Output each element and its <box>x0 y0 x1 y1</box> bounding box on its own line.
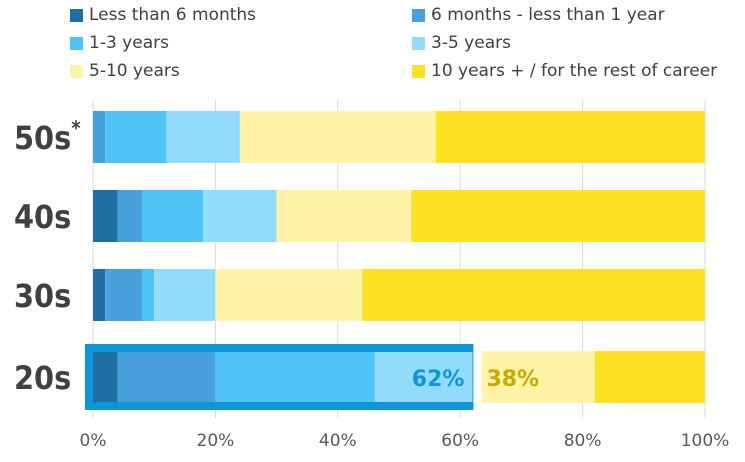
bar-segment <box>117 351 216 403</box>
highlight-gap <box>473 344 482 410</box>
legend: Less than 6 months 6 months - less than … <box>0 0 745 90</box>
bar-segment <box>472 351 595 403</box>
x-tick-label: 20% <box>197 431 235 451</box>
legend-item: Less than 6 months <box>70 2 256 28</box>
legend-swatch-icon <box>70 64 83 78</box>
bar-segment <box>203 190 277 242</box>
legend-item: 6 months - less than 1 year <box>412 2 665 28</box>
legend-label: 10 years + / for the rest of career <box>431 61 718 81</box>
x-axis-ticks: 0% 20% 40% 60% 80% 100% <box>80 431 730 451</box>
legend-swatch-icon <box>412 36 425 50</box>
bar-segment <box>154 269 216 321</box>
legend-label: 6 months - less than 1 year <box>431 5 665 25</box>
bar-segment <box>215 351 375 403</box>
bar-segment <box>435 111 705 163</box>
legend-label: 1-3 years <box>89 33 169 53</box>
category-labels: 50s* 40s 30s 20s <box>14 116 81 397</box>
x-tick-label: 100% <box>681 431 730 451</box>
legend-swatch-icon <box>412 64 425 78</box>
x-tick-label: 60% <box>441 431 479 451</box>
bar-segments <box>93 111 705 403</box>
x-tick-label: 40% <box>319 431 357 451</box>
bar-segment <box>141 190 204 242</box>
bar-segment <box>166 111 240 163</box>
bar-segment <box>117 190 142 242</box>
bar-segment <box>141 269 155 321</box>
legend-label: 5-10 years <box>89 61 180 81</box>
x-tick-label: 0% <box>80 431 107 451</box>
callout-label: 38% <box>486 367 539 392</box>
bar-segment <box>105 111 167 163</box>
legend-item: 10 years + / for the rest of career <box>412 58 717 84</box>
bar-segment <box>276 190 412 242</box>
category-label: 50s* <box>14 116 81 157</box>
bar-segment <box>594 351 705 403</box>
legend-swatch-icon <box>70 8 83 22</box>
bar-segment <box>215 269 363 321</box>
category-label: 30s <box>14 277 71 315</box>
legend-swatch-icon <box>70 36 83 50</box>
legend-label: 3-5 years <box>431 33 511 53</box>
category-label: 40s <box>14 198 71 236</box>
category-label: 20s <box>14 359 71 397</box>
bar-segment <box>362 269 705 321</box>
legend-label: Less than 6 months <box>89 5 257 25</box>
bar-segment <box>93 111 106 163</box>
bar-segment <box>93 269 106 321</box>
bar-segment <box>93 190 118 242</box>
legend-swatch-icon <box>412 8 425 22</box>
bar-segment <box>93 351 118 403</box>
legend-item: 3-5 years <box>412 30 511 56</box>
bar-segment <box>411 190 705 242</box>
highlight-frame: 62% 38% <box>85 344 539 410</box>
legend-item: 1-3 years <box>70 30 169 56</box>
x-tick-label: 80% <box>564 431 602 451</box>
bar-segment <box>239 111 436 163</box>
bar-segment <box>374 351 473 403</box>
legend-item: 5-10 years <box>70 58 180 84</box>
bar-segment <box>105 269 142 321</box>
callout-label: 62% <box>412 367 465 392</box>
